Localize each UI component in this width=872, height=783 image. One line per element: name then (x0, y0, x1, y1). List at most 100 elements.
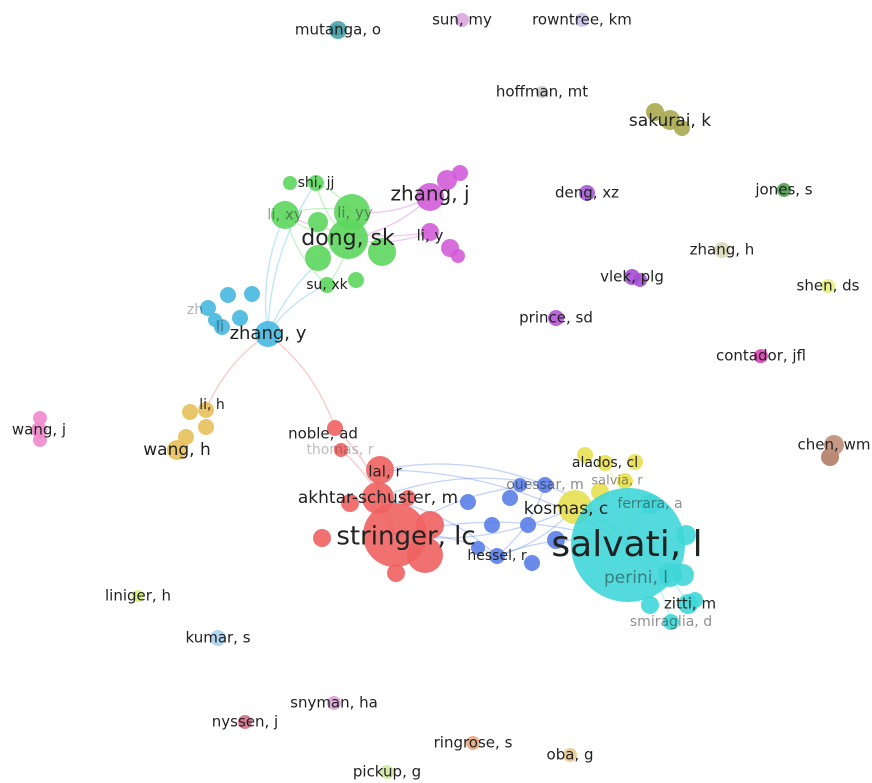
node (387, 564, 405, 582)
node (167, 440, 187, 460)
node (663, 614, 679, 630)
node (520, 517, 536, 533)
node (754, 349, 768, 363)
node (255, 321, 281, 347)
node (537, 477, 553, 493)
node (451, 249, 465, 263)
node-label: ferrara, a (617, 496, 682, 512)
node-label: deng, xz (555, 184, 619, 202)
node-label: zhang, j (390, 182, 469, 206)
node-label: nyssen, j (212, 713, 278, 731)
node (244, 286, 260, 302)
node (214, 319, 230, 335)
node-label: prince, sd (519, 309, 593, 327)
node (200, 300, 216, 316)
node (305, 245, 331, 271)
node-label: mutanga, o (295, 21, 381, 39)
node (571, 488, 685, 602)
node (362, 482, 394, 514)
node (198, 419, 214, 435)
node (416, 183, 444, 211)
node (714, 242, 730, 258)
node-label: jones, s (754, 181, 812, 199)
node-label: li, xy (267, 206, 303, 224)
node-label: dong, sk (301, 226, 395, 251)
node (678, 594, 698, 614)
node (455, 13, 469, 27)
node-label: wang, h (143, 440, 210, 460)
node (627, 454, 643, 470)
node-label: zhang, h (690, 241, 755, 259)
node (777, 183, 791, 197)
node-label: smiraglia, d (630, 614, 712, 630)
node-label: rowntree, km (532, 11, 632, 29)
node (640, 494, 660, 514)
node (641, 596, 659, 614)
node-label: hoffman, mt (496, 83, 588, 101)
node-label: li (216, 318, 224, 336)
node (210, 630, 226, 646)
node-label: chen, wm (798, 436, 871, 454)
node (563, 748, 577, 762)
nodes (31, 13, 844, 779)
node (313, 529, 331, 547)
node-label: akhtar-schuster, m (298, 488, 458, 508)
node (132, 590, 144, 602)
node (368, 238, 396, 266)
node-label: lal, r (368, 463, 402, 481)
node-label: oba, g (547, 746, 594, 764)
node (363, 503, 427, 567)
node (824, 435, 844, 455)
node (821, 279, 835, 293)
node-label: sakurai, k (629, 111, 711, 131)
node (460, 494, 476, 510)
node-label: salvati, l (551, 524, 702, 565)
node (466, 736, 480, 750)
node (182, 404, 198, 420)
node-label: wang, j (12, 421, 66, 439)
node (660, 110, 680, 130)
node-label: zh (187, 302, 203, 318)
node-label: ringrose, s (434, 734, 513, 752)
node-label: thomas, r (306, 442, 373, 458)
node (548, 310, 564, 326)
node-label: shen, ds (797, 277, 860, 295)
node (536, 86, 548, 98)
node-label: snyman, ha (290, 694, 378, 712)
node (575, 13, 589, 27)
node (220, 287, 236, 303)
node-label: noble, ad (288, 425, 358, 443)
node-label: li, h (199, 397, 225, 413)
node-label: li, y (417, 227, 444, 245)
node-label: kosmas, c (524, 499, 609, 519)
node-label: shi, jj (298, 175, 335, 191)
node (31, 422, 47, 438)
node (348, 272, 364, 288)
edge (379, 463, 546, 486)
node (327, 696, 341, 710)
node-label: alados, cl (572, 455, 638, 471)
node (646, 103, 664, 121)
node (624, 269, 640, 285)
node (617, 473, 633, 489)
node-label: pickup, g (353, 763, 421, 781)
node (524, 555, 540, 571)
labels: mutanga, o sun, my rowntree, km hoffman, mt… (12, 11, 871, 781)
node-label: su, xk (306, 277, 348, 293)
node-label: liniger, h (105, 587, 171, 605)
node-label: salvia, r (591, 474, 643, 489)
node (366, 456, 394, 484)
node-label: ouessar, m (506, 477, 584, 493)
node (421, 223, 439, 241)
node (238, 715, 252, 729)
node (308, 212, 328, 232)
node (484, 517, 500, 533)
node-label: contador, jfl (716, 347, 806, 365)
node (400, 490, 416, 506)
node (334, 194, 370, 230)
node (319, 277, 335, 293)
node (380, 765, 394, 779)
node (547, 531, 565, 549)
node (579, 185, 595, 201)
